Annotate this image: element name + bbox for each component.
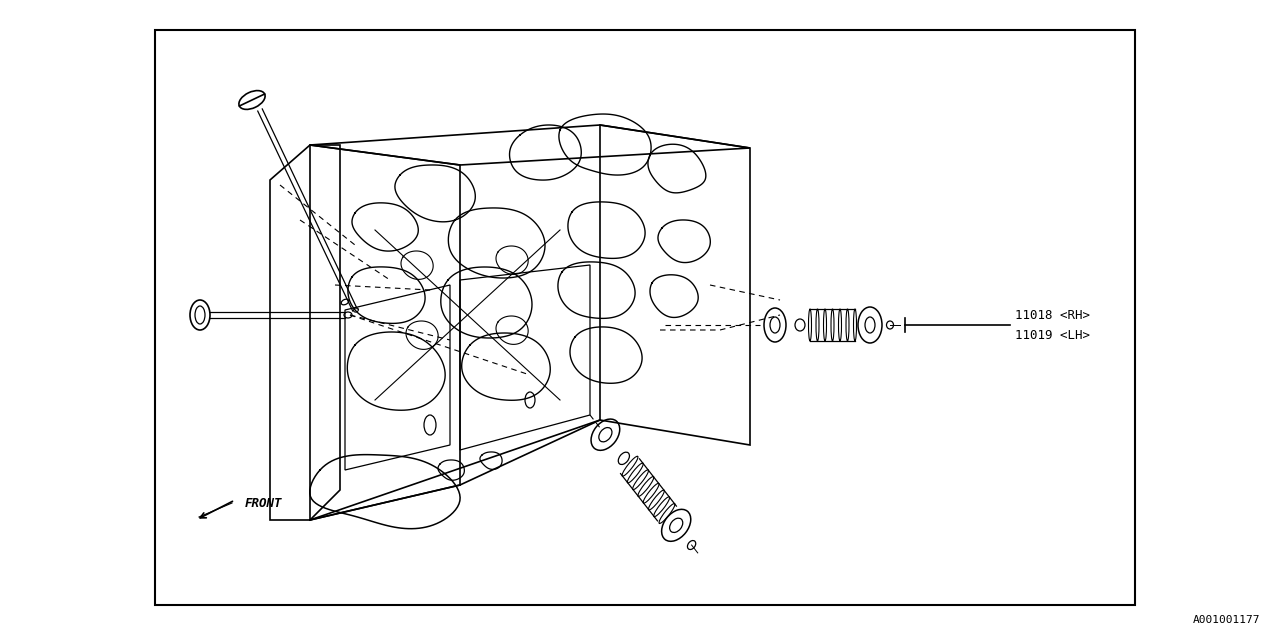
Bar (155, 30, 1135, 605)
Text: A001001177: A001001177 (1193, 615, 1260, 625)
Text: 11018 <RH>: 11018 <RH> (1015, 308, 1091, 321)
Text: 11019 <LH>: 11019 <LH> (1015, 328, 1091, 342)
Text: FRONT: FRONT (244, 497, 283, 509)
